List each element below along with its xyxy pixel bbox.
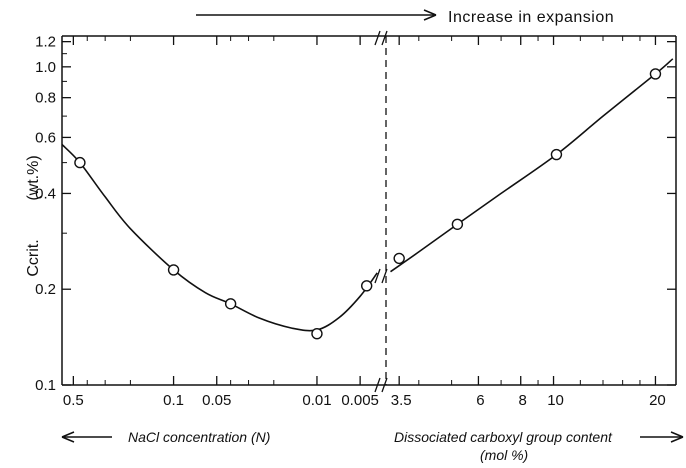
y-tick-label: 1.2 (35, 34, 56, 51)
x-left-tick-label: 0.01 (302, 392, 331, 409)
y-tick-label: 0.8 (35, 90, 56, 107)
x-right-tick-label: 20 (649, 392, 666, 409)
data-point (452, 219, 462, 229)
data-point (75, 158, 85, 168)
x-right-tick-label: 6 (476, 392, 484, 409)
y-tick-label: 0.2 (35, 281, 56, 298)
x-right-tick-label: 8 (519, 392, 527, 409)
x-left-tick-label: 0.05 (202, 392, 231, 409)
data-point (650, 69, 660, 79)
y-axis-label: Ccrit. (25, 239, 42, 276)
top-axis-break-mark (375, 31, 387, 45)
data-point (169, 265, 179, 275)
y-tick-label: 0.1 (35, 377, 56, 394)
x-left-tick-label: 0.5 (63, 392, 84, 409)
x-right-tick-label: 10 (547, 392, 564, 409)
y-tick-label: 1.0 (35, 59, 56, 76)
x-right-axis-unit: (mol %) (480, 447, 528, 463)
data-point (551, 150, 561, 160)
top-annotation: Increase in expansion (448, 9, 614, 26)
fit-curve-left (62, 145, 377, 331)
data-point (312, 329, 322, 339)
x-left-tick-label: 0.005 (341, 392, 379, 409)
x-right-tick-label: 3.5 (391, 392, 412, 409)
y-tick-label: 0.6 (35, 129, 56, 146)
fit-curve-right (391, 59, 673, 272)
data-point (394, 253, 404, 263)
curve-break-mark (375, 269, 387, 283)
x-left-tick-label: 0.1 (163, 392, 184, 409)
data-point (362, 281, 372, 291)
x-right-axis-label: Dissociated carboxyl group content (394, 429, 613, 445)
x-left-axis-label: NaCl concentration (N) (128, 429, 270, 445)
data-point (226, 299, 236, 309)
y-axis-unit: (wt.%) (25, 155, 42, 200)
